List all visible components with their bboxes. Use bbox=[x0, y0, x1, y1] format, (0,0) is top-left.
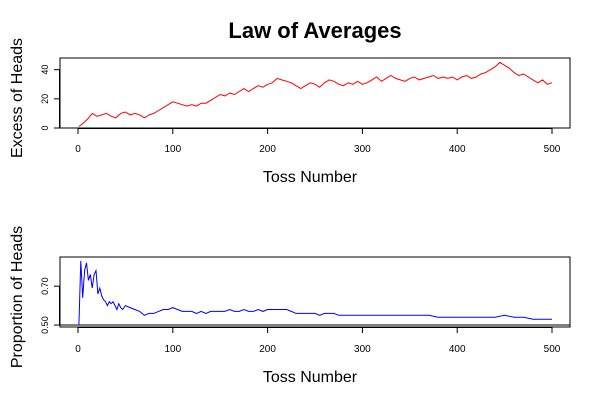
y-tick-label: 0.50 bbox=[40, 316, 50, 334]
x-tick-label: 100 bbox=[164, 144, 181, 155]
x-tick-label: 500 bbox=[544, 344, 561, 355]
y-axis-label: Excess of Heads bbox=[9, 38, 26, 158]
x-tick-label: 300 bbox=[354, 344, 371, 355]
x-axis-label: Toss Number bbox=[263, 169, 358, 186]
x-tick-label: 0 bbox=[75, 344, 81, 355]
y-axis-label: Proportion of Heads bbox=[9, 226, 26, 368]
x-tick-label: 400 bbox=[449, 344, 466, 355]
y-tick-label: 0.70 bbox=[40, 277, 50, 295]
proportion-of-heads-panel: 0 100 200 300 400 500 0.50 0.70 Toss Number Propo… bbox=[9, 226, 571, 386]
x-tick-label: 500 bbox=[544, 144, 561, 155]
series-line bbox=[78, 61, 553, 127]
x-axis-label: Toss Number bbox=[263, 369, 358, 386]
y-tick-label: 0 bbox=[40, 125, 50, 130]
excess-of-heads-panel: 0 100 200 300 400 500 0 20 40 Toss Number Excess o… bbox=[9, 38, 571, 186]
chart-title: Law of Averages bbox=[228, 18, 401, 43]
series-line bbox=[78, 260, 552, 326]
x-tick-label: 100 bbox=[164, 344, 181, 355]
x-tick-label: 200 bbox=[259, 144, 276, 155]
y-tick-label: 40 bbox=[40, 65, 50, 75]
x-tick-label: 0 bbox=[75, 144, 81, 155]
x-tick-label: 200 bbox=[259, 344, 276, 355]
plot-frame bbox=[59, 57, 571, 129]
x-tick-label: 300 bbox=[354, 144, 371, 155]
plot-frame bbox=[59, 256, 571, 328]
x-tick-label: 400 bbox=[449, 144, 466, 155]
y-tick-label: 20 bbox=[40, 94, 50, 104]
